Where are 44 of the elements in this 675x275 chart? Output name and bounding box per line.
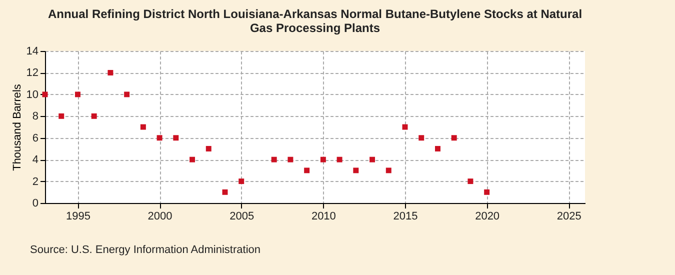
point: [288, 156, 294, 162]
point: [108, 70, 114, 76]
y-axis-title: Thousand Barrels: [11, 84, 24, 171]
source-note: Source: U.S. Energy Information Administration: [30, 244, 260, 256]
y-tick-label: 8: [32, 110, 38, 123]
point: [271, 156, 277, 162]
y-tick-label: 2: [32, 176, 38, 188]
point: [156, 135, 162, 141]
point: [190, 156, 196, 162]
y-tick-label: 4: [32, 154, 38, 166]
point: [42, 92, 48, 98]
chart-title: Annual Refining District North Louisiana-Arkansas Normal Butane-Butylene Stocks at Natural Gas Processing Plants: [48, 7, 582, 35]
point: [320, 156, 326, 162]
point: [206, 146, 212, 152]
x-tick-label: 2020: [475, 210, 500, 222]
point: [370, 156, 376, 162]
y-tick-label: 6: [32, 132, 38, 144]
y-tick-label: 14: [26, 46, 38, 58]
x-tick-label: 2000: [148, 210, 172, 222]
x-tick-label: 2010: [311, 210, 336, 222]
point: [74, 92, 80, 98]
point: [336, 156, 342, 162]
x-tick-label: 1995: [66, 210, 90, 222]
point: [173, 135, 179, 141]
point: [304, 168, 310, 174]
point: [468, 178, 474, 184]
point: [124, 92, 130, 98]
point: [222, 189, 228, 195]
y-tick-label: 0: [32, 198, 38, 210]
point: [386, 168, 392, 174]
point: [434, 146, 440, 152]
point: [91, 113, 97, 119]
y-tick-label: 12: [26, 67, 38, 80]
point: [238, 178, 244, 184]
point: [140, 124, 146, 130]
x-tick-label: 2025: [556, 210, 582, 222]
point: [418, 135, 424, 141]
x-tick-label: 2015: [393, 210, 418, 222]
point: [353, 168, 359, 174]
point: [484, 189, 490, 195]
point: [451, 135, 457, 141]
point: [58, 113, 64, 119]
x-tick-label: 2005: [230, 210, 254, 222]
y-tick-label: 10: [26, 88, 38, 101]
